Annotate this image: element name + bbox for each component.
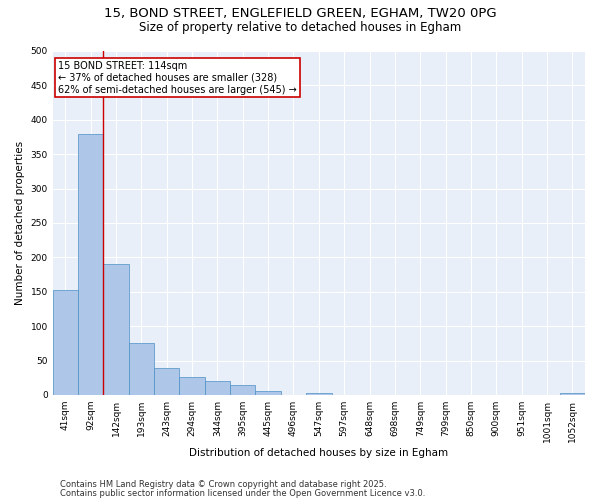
Bar	[256, 391, 281, 395]
Bar	[560, 393, 585, 395]
Y-axis label: Number of detached properties: Number of detached properties	[15, 141, 25, 305]
Bar	[78, 134, 103, 395]
Bar	[306, 393, 332, 395]
Bar	[129, 342, 154, 395]
X-axis label: Distribution of detached houses by size in Egham: Distribution of detached houses by size …	[189, 448, 448, 458]
Text: Size of property relative to detached houses in Egham: Size of property relative to detached ho…	[139, 21, 461, 34]
Text: Contains public sector information licensed under the Open Government Licence v3: Contains public sector information licen…	[60, 488, 425, 498]
Bar	[103, 264, 129, 395]
Bar	[230, 384, 256, 395]
Bar	[154, 368, 179, 395]
Text: 15 BOND STREET: 114sqm
← 37% of detached houses are smaller (328)
62% of semi-de: 15 BOND STREET: 114sqm ← 37% of detached…	[58, 62, 297, 94]
Text: Contains HM Land Registry data © Crown copyright and database right 2025.: Contains HM Land Registry data © Crown c…	[60, 480, 386, 489]
Bar	[179, 377, 205, 395]
Bar	[53, 290, 78, 395]
Bar	[205, 381, 230, 395]
Text: 15, BOND STREET, ENGLEFIELD GREEN, EGHAM, TW20 0PG: 15, BOND STREET, ENGLEFIELD GREEN, EGHAM…	[104, 8, 496, 20]
